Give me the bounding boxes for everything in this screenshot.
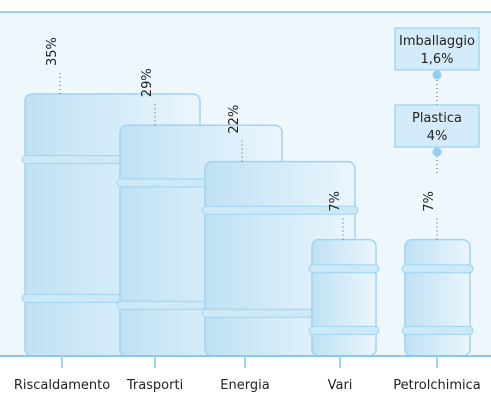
bar <box>404 238 471 357</box>
annotation-box <box>394 104 480 148</box>
annotation-value: 4% <box>427 129 448 144</box>
value-label: 29% <box>140 68 155 97</box>
annotation-label: Imballaggio <box>399 34 475 49</box>
value-label: 22% <box>227 105 242 134</box>
barrel-rib <box>401 264 474 274</box>
x-tick-label: Trasporti <box>126 378 183 393</box>
bar <box>311 238 377 357</box>
annotation-dot <box>432 70 442 80</box>
x-tick-label: Vari <box>328 378 353 393</box>
value-label: 7% <box>422 191 437 212</box>
x-tick-label: Riscaldamento <box>14 378 110 393</box>
x-tick-label: Energia <box>220 378 269 393</box>
barrel-rib <box>201 205 359 215</box>
annotation-value: 1,6% <box>420 52 453 67</box>
barrel-rib <box>401 325 474 335</box>
annotation-label: Plastica <box>412 111 462 126</box>
annotation-dot <box>432 147 442 157</box>
annotation-box <box>394 27 480 71</box>
value-label: 7% <box>328 191 343 212</box>
barrel-rib <box>308 325 380 335</box>
value-label: 35% <box>45 37 60 66</box>
barrel-rib <box>308 264 380 274</box>
x-tick-label: Petrolchimica <box>393 378 480 393</box>
